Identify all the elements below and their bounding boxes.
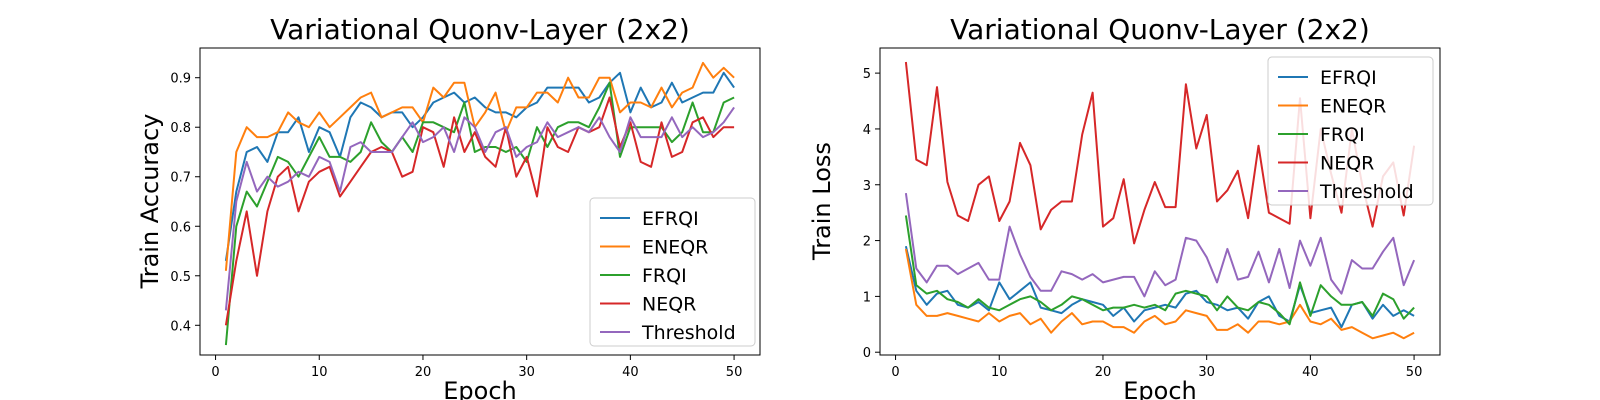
x-tick-label: 50 [1406, 365, 1423, 380]
y-tick-label: 3 [863, 179, 871, 194]
legend-label-neqr: NEQR [1320, 153, 1374, 175]
legend-label-frqi: FRQI [1320, 124, 1365, 146]
series-line-eneqr [904, 248, 1415, 340]
series-line-neqr [224, 96, 735, 326]
y-tick-label: 0.6 [170, 220, 191, 235]
legend-label-efrqi: EFRQI [642, 208, 699, 230]
y-axis: 0 1 2 3 4 5 [863, 67, 880, 361]
y-tick-label: 5 [863, 67, 871, 82]
x-axis-label: Epoch [1123, 377, 1197, 400]
series-group [224, 61, 735, 346]
legend-label-efrqi: EFRQI [1320, 67, 1377, 89]
x-tick-label: 10 [311, 365, 328, 380]
legend-label-eneqr: ENEQR [1320, 96, 1386, 118]
legend: EFRQI ENEQR FRQI NEQR Threshold [1267, 56, 1434, 206]
x-tick-label: 40 [622, 365, 639, 380]
x-tick-label: 10 [991, 365, 1008, 380]
legend-label-neqr: NEQR [642, 294, 696, 316]
y-tick-label: 0.8 [170, 121, 191, 136]
series-line-efrqi [224, 71, 735, 262]
x-tick-label: 30 [518, 365, 535, 380]
accuracy-chart: Variational Quonv-Layer (2x2) 0 10 20 30 40 5… [136, 13, 761, 400]
x-tick-label: 30 [1198, 365, 1215, 380]
plot-area: 0 10 20 30 40 50 0.4 0.5 0.6 0.7 0.8 0.9 EFRQI ENE… [170, 47, 761, 380]
y-tick-label: 2 [863, 235, 871, 250]
y-axis-label: Train Accuracy [136, 114, 164, 290]
x-axis: 0 10 20 30 40 50 [891, 355, 1422, 380]
plot-frame [879, 47, 1441, 356]
x-tick-label: 20 [415, 365, 432, 380]
y-tick-label: 0.7 [170, 171, 191, 186]
y-axis: 0.4 0.5 0.6 0.7 0.8 0.9 [170, 72, 200, 334]
plot-frame [199, 47, 761, 356]
y-tick-label: 0.4 [170, 319, 191, 334]
plot-area: 0 10 20 30 40 50 0 1 2 3 4 5 EFRQI ENEQR FRQI NEQR… [863, 47, 1441, 380]
chart-title: Variational Quonv-Layer (2x2) [270, 13, 690, 46]
series-line-frqi [224, 81, 735, 346]
x-axis: 0 10 20 30 40 50 [211, 355, 742, 380]
series-line-eneqr [224, 61, 735, 271]
legend-box [1267, 56, 1434, 206]
y-tick-label: 4 [863, 123, 871, 138]
x-tick-label: 50 [726, 365, 743, 380]
legend-label-threshold: Threshold [1319, 181, 1414, 203]
legend-label-threshold: Threshold [641, 322, 736, 344]
y-tick-label: 0.9 [170, 72, 191, 87]
y-tick-label: 0 [863, 346, 871, 361]
y-tick-label: 1 [863, 290, 871, 305]
series-line-frqi [904, 215, 1415, 326]
series-group [904, 61, 1416, 340]
x-tick-label: 20 [1095, 365, 1112, 380]
legend-label-eneqr: ENEQR [642, 237, 708, 259]
y-axis-label: Train Loss [808, 142, 836, 261]
x-tick-label: 0 [211, 365, 219, 380]
x-tick-label: 40 [1302, 365, 1319, 380]
y-tick-label: 0.5 [170, 270, 191, 285]
series-line-threshold [904, 192, 1416, 298]
x-tick-label: 0 [891, 365, 899, 380]
legend: EFRQI ENEQR FRQI NEQR Threshold [589, 197, 756, 347]
series-line-threshold [224, 106, 735, 311]
chart-title: Variational Quonv-Layer (2x2) [950, 13, 1370, 46]
legend-box [589, 197, 756, 347]
series-line-efrqi [904, 245, 1415, 329]
legend-label-frqi: FRQI [642, 265, 687, 287]
x-axis-label: Epoch [443, 377, 517, 400]
loss-chart: Variational Quonv-Layer (2x2) 0 10 20 30 40 5… [808, 13, 1441, 400]
